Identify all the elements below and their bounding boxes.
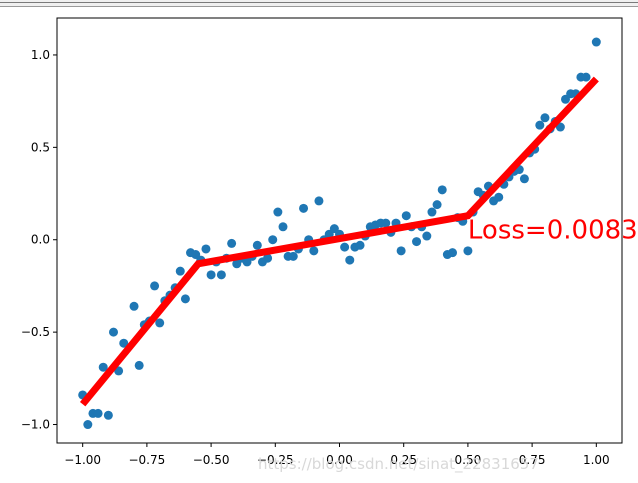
scatter-point	[201, 244, 211, 254]
scatter-point	[437, 185, 447, 195]
x-tick-label: −0.25	[257, 453, 294, 467]
y-tick-label: 1.0	[31, 48, 50, 62]
scatter-point	[448, 248, 457, 258]
scatter-point	[129, 301, 139, 311]
scatter-point	[103, 410, 113, 420]
scatter-point	[119, 338, 129, 348]
scatter-point	[494, 192, 504, 202]
y-axis-ticks: −1.0 −0.5 0.0 0.5 1.0	[21, 48, 57, 432]
scatter-point	[93, 408, 103, 418]
window-top-border-line	[0, 2, 638, 3]
scatter-point	[273, 207, 283, 217]
scatter-point	[134, 360, 144, 370]
window-top-border	[0, 0, 638, 7]
y-tick-label: −0.5	[21, 325, 50, 339]
scatter-point	[175, 266, 185, 276]
fit-line	[79, 76, 599, 407]
scatter-point	[314, 196, 324, 206]
scatter-point	[535, 120, 545, 130]
x-tick-label: 0.75	[519, 453, 546, 467]
scatter-point	[309, 246, 319, 256]
scatter-point	[591, 37, 601, 47]
x-tick-label: −0.75	[128, 453, 165, 467]
scatter-point	[216, 270, 226, 280]
x-axis-ticks: −1.00 −0.75 −0.50 −0.25 0.00 0.25 0.50 0.75 1.00	[64, 443, 610, 467]
scatter-point	[345, 255, 355, 265]
watermark-text: https://blog.csdn.net/sinat_22831657	[258, 455, 539, 474]
scatter-point	[227, 238, 237, 248]
x-tick-label: 0.25	[390, 453, 417, 467]
scatter-point	[463, 246, 473, 256]
scatter-point	[396, 246, 406, 256]
scatter-point	[422, 231, 432, 241]
scatter-point	[98, 362, 108, 372]
scatter-point	[381, 218, 391, 228]
scatter-point	[180, 294, 190, 304]
scatter-point	[155, 318, 165, 328]
scatter-point	[540, 113, 550, 123]
scatter-point	[412, 237, 422, 247]
scatter-point	[355, 240, 365, 250]
scatter-point	[299, 203, 309, 213]
scatter-point	[427, 207, 437, 217]
scatter-point	[252, 240, 262, 250]
loss-annotation: Loss=0.0083	[468, 216, 638, 246]
x-tick-label: −0.50	[193, 453, 230, 467]
y-tick-label: −1.0	[21, 418, 50, 432]
x-tick-label: 0.00	[326, 453, 353, 467]
scatter-point	[83, 420, 93, 430]
scatter-point	[288, 251, 298, 261]
scatter-point	[519, 174, 529, 184]
scatter-point	[432, 200, 442, 210]
scatter-point	[109, 327, 118, 337]
x-tick-label: −1.00	[64, 453, 101, 467]
scatter-point	[263, 253, 273, 263]
scatter-point	[206, 270, 216, 280]
y-tick-label: 0.5	[31, 140, 50, 154]
scatter-point	[340, 242, 350, 252]
scatter-point	[581, 72, 591, 82]
scatter-point	[401, 211, 411, 221]
x-tick-label: 0.50	[455, 453, 482, 467]
y-tick-label: 0.0	[31, 233, 50, 247]
scatter-point	[268, 235, 278, 245]
scatter-point	[150, 281, 160, 291]
x-tick-label: 1.00	[583, 453, 610, 467]
scatter-point	[278, 222, 288, 232]
